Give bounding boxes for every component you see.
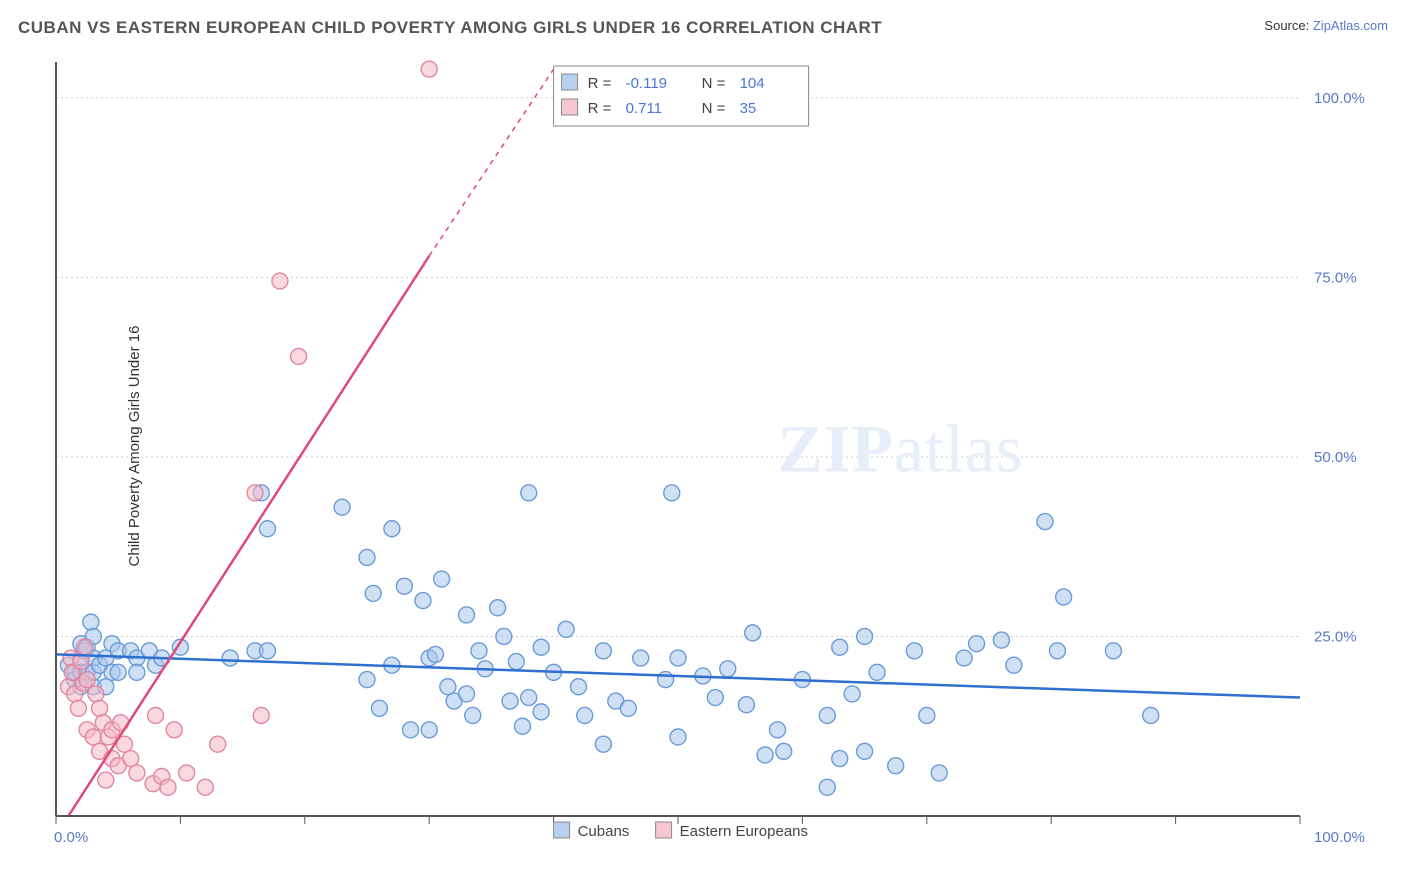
svg-text:N =: N = <box>702 75 726 92</box>
svg-text:0.711: 0.711 <box>626 100 662 117</box>
svg-text:50.0%: 50.0% <box>1314 449 1357 466</box>
svg-text:100.0%: 100.0% <box>1314 90 1365 107</box>
source-value: ZipAtlas.com <box>1313 18 1388 33</box>
svg-text:25.0%: 25.0% <box>1314 628 1357 645</box>
svg-text:R =: R = <box>588 75 612 92</box>
chart-title: CUBAN VS EASTERN EUROPEAN CHILD POVERTY … <box>18 18 882 37</box>
source-label: Source: <box>1264 18 1309 33</box>
svg-text:100.0%: 100.0% <box>1314 829 1365 846</box>
chart-svg: 25.0% 50.0% 75.0% 100.0% ZIPatlas 0.0% 100.0% C… <box>50 56 1380 856</box>
svg-text:75.0%: 75.0% <box>1314 269 1357 286</box>
svg-text:35: 35 <box>740 100 757 117</box>
svg-text:-0.119: -0.119 <box>626 75 667 92</box>
scatter-chart: 25.0% 50.0% 75.0% 100.0% ZIPatlas 0.0% 100.0% C… <box>50 56 1380 856</box>
chart-header: CUBAN VS EASTERN EUROPEAN CHILD POVERTY … <box>18 18 1388 48</box>
source-attribution: Source: ZipAtlas.com <box>1264 18 1388 33</box>
svg-text:ZIPatlas: ZIPatlas <box>778 410 1024 486</box>
svg-text:Eastern Europeans: Eastern Europeans <box>680 823 808 840</box>
svg-text:N =: N = <box>702 100 726 117</box>
svg-text:Cubans: Cubans <box>578 823 630 840</box>
svg-text:0.0%: 0.0% <box>54 829 88 846</box>
svg-text:R =: R = <box>588 100 612 117</box>
svg-text:104: 104 <box>740 75 765 92</box>
